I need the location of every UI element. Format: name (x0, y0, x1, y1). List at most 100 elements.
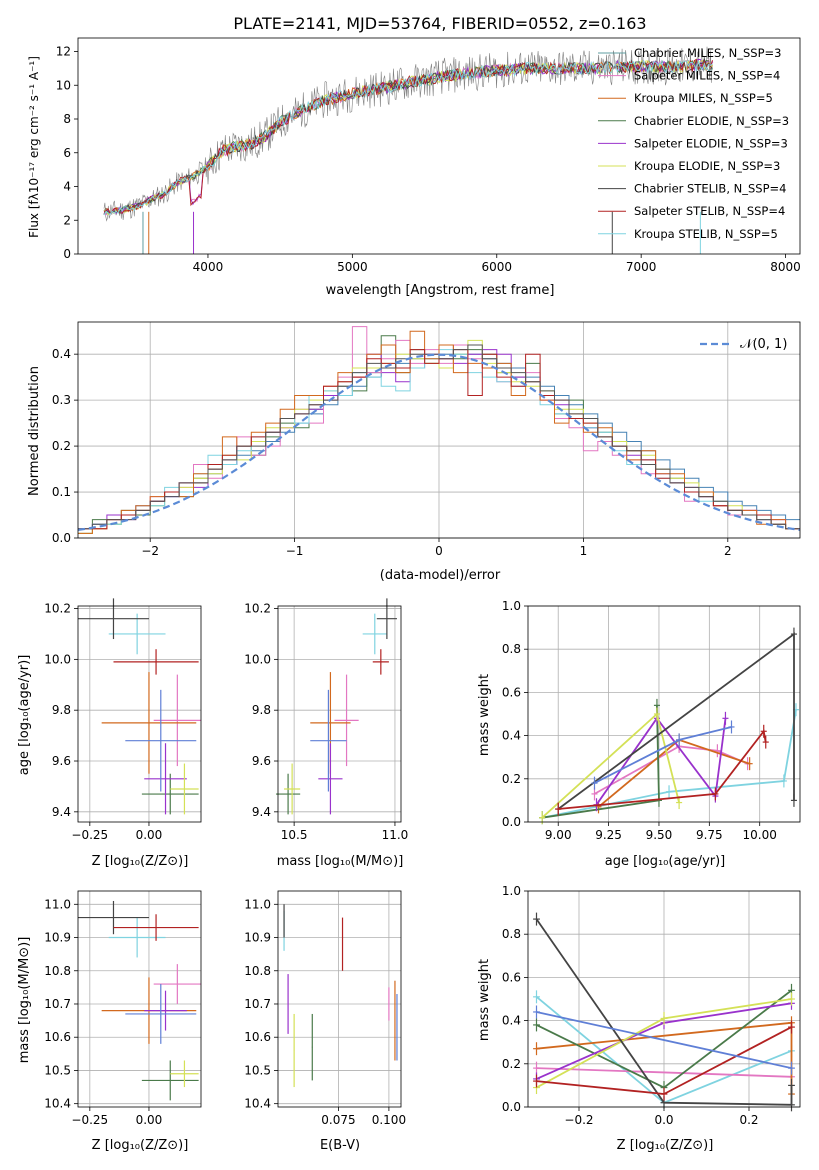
y-tick-label: 10.0 (44, 652, 71, 666)
x-tick-label: 11.0 (382, 828, 409, 842)
histogram-step (78, 330, 800, 534)
x-tick-label: 7000 (626, 260, 657, 274)
y-tick-label: 9.6 (52, 754, 71, 768)
spectrum-legend: Chabrier MILES, N_SSP=3 Salpeter MILES, N… (598, 46, 789, 241)
x-tick-label: 0.00 (136, 1113, 163, 1127)
spectrum-ylabel: Flux [fλ10⁻¹⁷ erg cm⁻² s⁻¹ A⁻¹] (27, 56, 41, 238)
axes-frame (77, 37, 801, 255)
legend-label: Chabrier STELIB, N_SSP=4 (634, 182, 786, 196)
x-tick-label: −0.2 (564, 1113, 593, 1127)
y-tick-label: 12 (56, 45, 71, 59)
y-tick-label: 11.0 (244, 897, 271, 911)
y-tick-label: 0.6 (502, 685, 521, 699)
legend-label: Salpeter MILES, N_SSP=4 (634, 69, 780, 83)
weight-line (595, 716, 727, 806)
axes-frame (77, 605, 202, 823)
x-tick-label: −0.25 (71, 1113, 108, 1127)
y-tick-label: 1.0 (502, 884, 521, 898)
z-weight-xlabel: Z [log₁₀(Z/Z⊙)] (617, 1138, 714, 1153)
spectrum-line (103, 57, 713, 215)
y-tick-label: 0.8 (502, 927, 521, 941)
x-tick-label: 0.100 (372, 1113, 406, 1127)
spectrum-line (103, 46, 714, 222)
age-weight-xlabel: age [log₁₀(age/yr)] (605, 854, 726, 869)
x-tick-label: 1 (580, 544, 588, 558)
weight-line (536, 1011, 792, 1069)
y-tick-label: 11.0 (44, 897, 71, 911)
legend-label: Kroupa STELIB, N_SSP=5 (634, 227, 778, 241)
y-tick-label: 10.4 (244, 1097, 271, 1111)
y-tick-label: 0.4 (52, 347, 71, 361)
residual-xlabel: (data-model)/error (380, 568, 501, 583)
z-weight-panel: −0.2 0.0 0.2 0.0 0.2 0.4 0.6 0.8 1.0 (502, 884, 801, 1127)
spectrum-line (103, 59, 713, 215)
axes-frame (527, 890, 801, 1108)
y-tick-label: 0.4 (502, 729, 521, 743)
y-tick-label: 10.7 (44, 997, 71, 1011)
y-tick-label: 10.5 (44, 1063, 71, 1077)
y-tick-label: 10.2 (44, 602, 71, 616)
x-tick-label: 9.25 (595, 828, 622, 842)
y-tick-label: 9.8 (52, 703, 71, 717)
legend-label: Chabrier ELODIE, N_SSP=3 (634, 114, 789, 128)
y-tick-label: 0.3 (52, 393, 71, 407)
spectrum-line (103, 59, 713, 216)
x-tick-label: 5000 (337, 260, 368, 274)
y-tick-label: 0.2 (502, 772, 521, 786)
x-tick-label: 8000 (770, 260, 801, 274)
y-tick-label: 4 (63, 180, 71, 194)
y-tick-label: 0.4 (502, 1014, 521, 1028)
y-tick-label: 8 (63, 112, 71, 126)
legend-label: Chabrier MILES, N_SSP=3 (634, 46, 781, 60)
y-tick-label: 10.6 (44, 1030, 71, 1044)
y-tick-label: 10.6 (244, 1030, 271, 1044)
y-tick-label: 0.2 (52, 439, 71, 453)
y-tick-label: 0.8 (502, 642, 521, 656)
axes-frame (77, 890, 202, 1108)
y-tick-label: 10.2 (244, 602, 271, 616)
y-tick-label: 10.4 (44, 1097, 71, 1111)
y-tick-label: 10.9 (44, 931, 71, 945)
y-tick-label: 9.6 (252, 754, 271, 768)
z-weight-ylabel: mass weight (477, 959, 492, 1041)
y-tick-label: 0 (63, 247, 71, 261)
residual-legend-label: 𝒩(0, 1) (740, 337, 787, 352)
axes-frame (77, 321, 801, 539)
spectrum-panel: 4000 5000 6000 7000 8000 0 2 4 6 8 10 12 (56, 37, 801, 274)
x-tick-label: 9.75 (696, 828, 723, 842)
y-tick-label: 9.4 (52, 805, 71, 819)
weight-line (535, 918, 793, 1106)
y-tick-label: 0.0 (502, 1100, 521, 1114)
y-tick-label: 9.8 (252, 703, 271, 717)
y-tick-label: 6 (63, 146, 71, 160)
x-tick-label: −2 (141, 544, 159, 558)
gaussian-curve (77, 353, 801, 531)
histogram-step (78, 344, 800, 530)
y-tick-label: 10.0 (244, 652, 271, 666)
z-mass-panel: −0.25 0.00 10.4 10.5 10.6 10.7 10.8 10.9 11.0 (44, 890, 202, 1127)
legend-label: Kroupa MILES, N_SSP=5 (634, 91, 773, 105)
age-weight-panel: 9.00 9.25 9.50 9.75 10.00 0.0 0.2 0.4 0.6 0.8 1.0 (502, 599, 801, 842)
figure-title: PLATE=2141, MJD=53764, FIBERID=0552, z=0… (233, 14, 646, 33)
y-tick-label: 10.8 (244, 964, 271, 978)
x-tick-label: 2 (724, 544, 732, 558)
y-tick-label: 10.7 (244, 997, 271, 1011)
axes-frame (277, 890, 402, 1108)
age-weight-ylabel: mass weight (477, 674, 492, 756)
y-tick-label: 1.0 (502, 599, 521, 613)
z-mass-ylabel: mass [log₁₀(M/M⊙)] (17, 937, 32, 1064)
spectrum-line (103, 58, 713, 215)
ebv-mass-xlabel: E(B-V) (320, 1138, 360, 1153)
x-tick-label: 4000 (193, 260, 224, 274)
residual-panel: −2 −1 0 1 2 0.0 0.1 0.2 0.3 0.4 (52, 321, 801, 558)
x-tick-label: 0 (435, 544, 443, 558)
spectrum-xlabel: wavelength [Angstrom, rest frame] (326, 283, 555, 298)
y-tick-label: 10 (56, 78, 71, 92)
x-tick-label: 10.00 (743, 828, 777, 842)
y-tick-label: 0.2 (502, 1057, 521, 1071)
y-tick-label: 10.8 (44, 964, 71, 978)
x-tick-label: 0.2 (739, 1113, 758, 1127)
x-tick-label: 9.50 (646, 828, 673, 842)
y-tick-label: 0.0 (502, 815, 521, 829)
